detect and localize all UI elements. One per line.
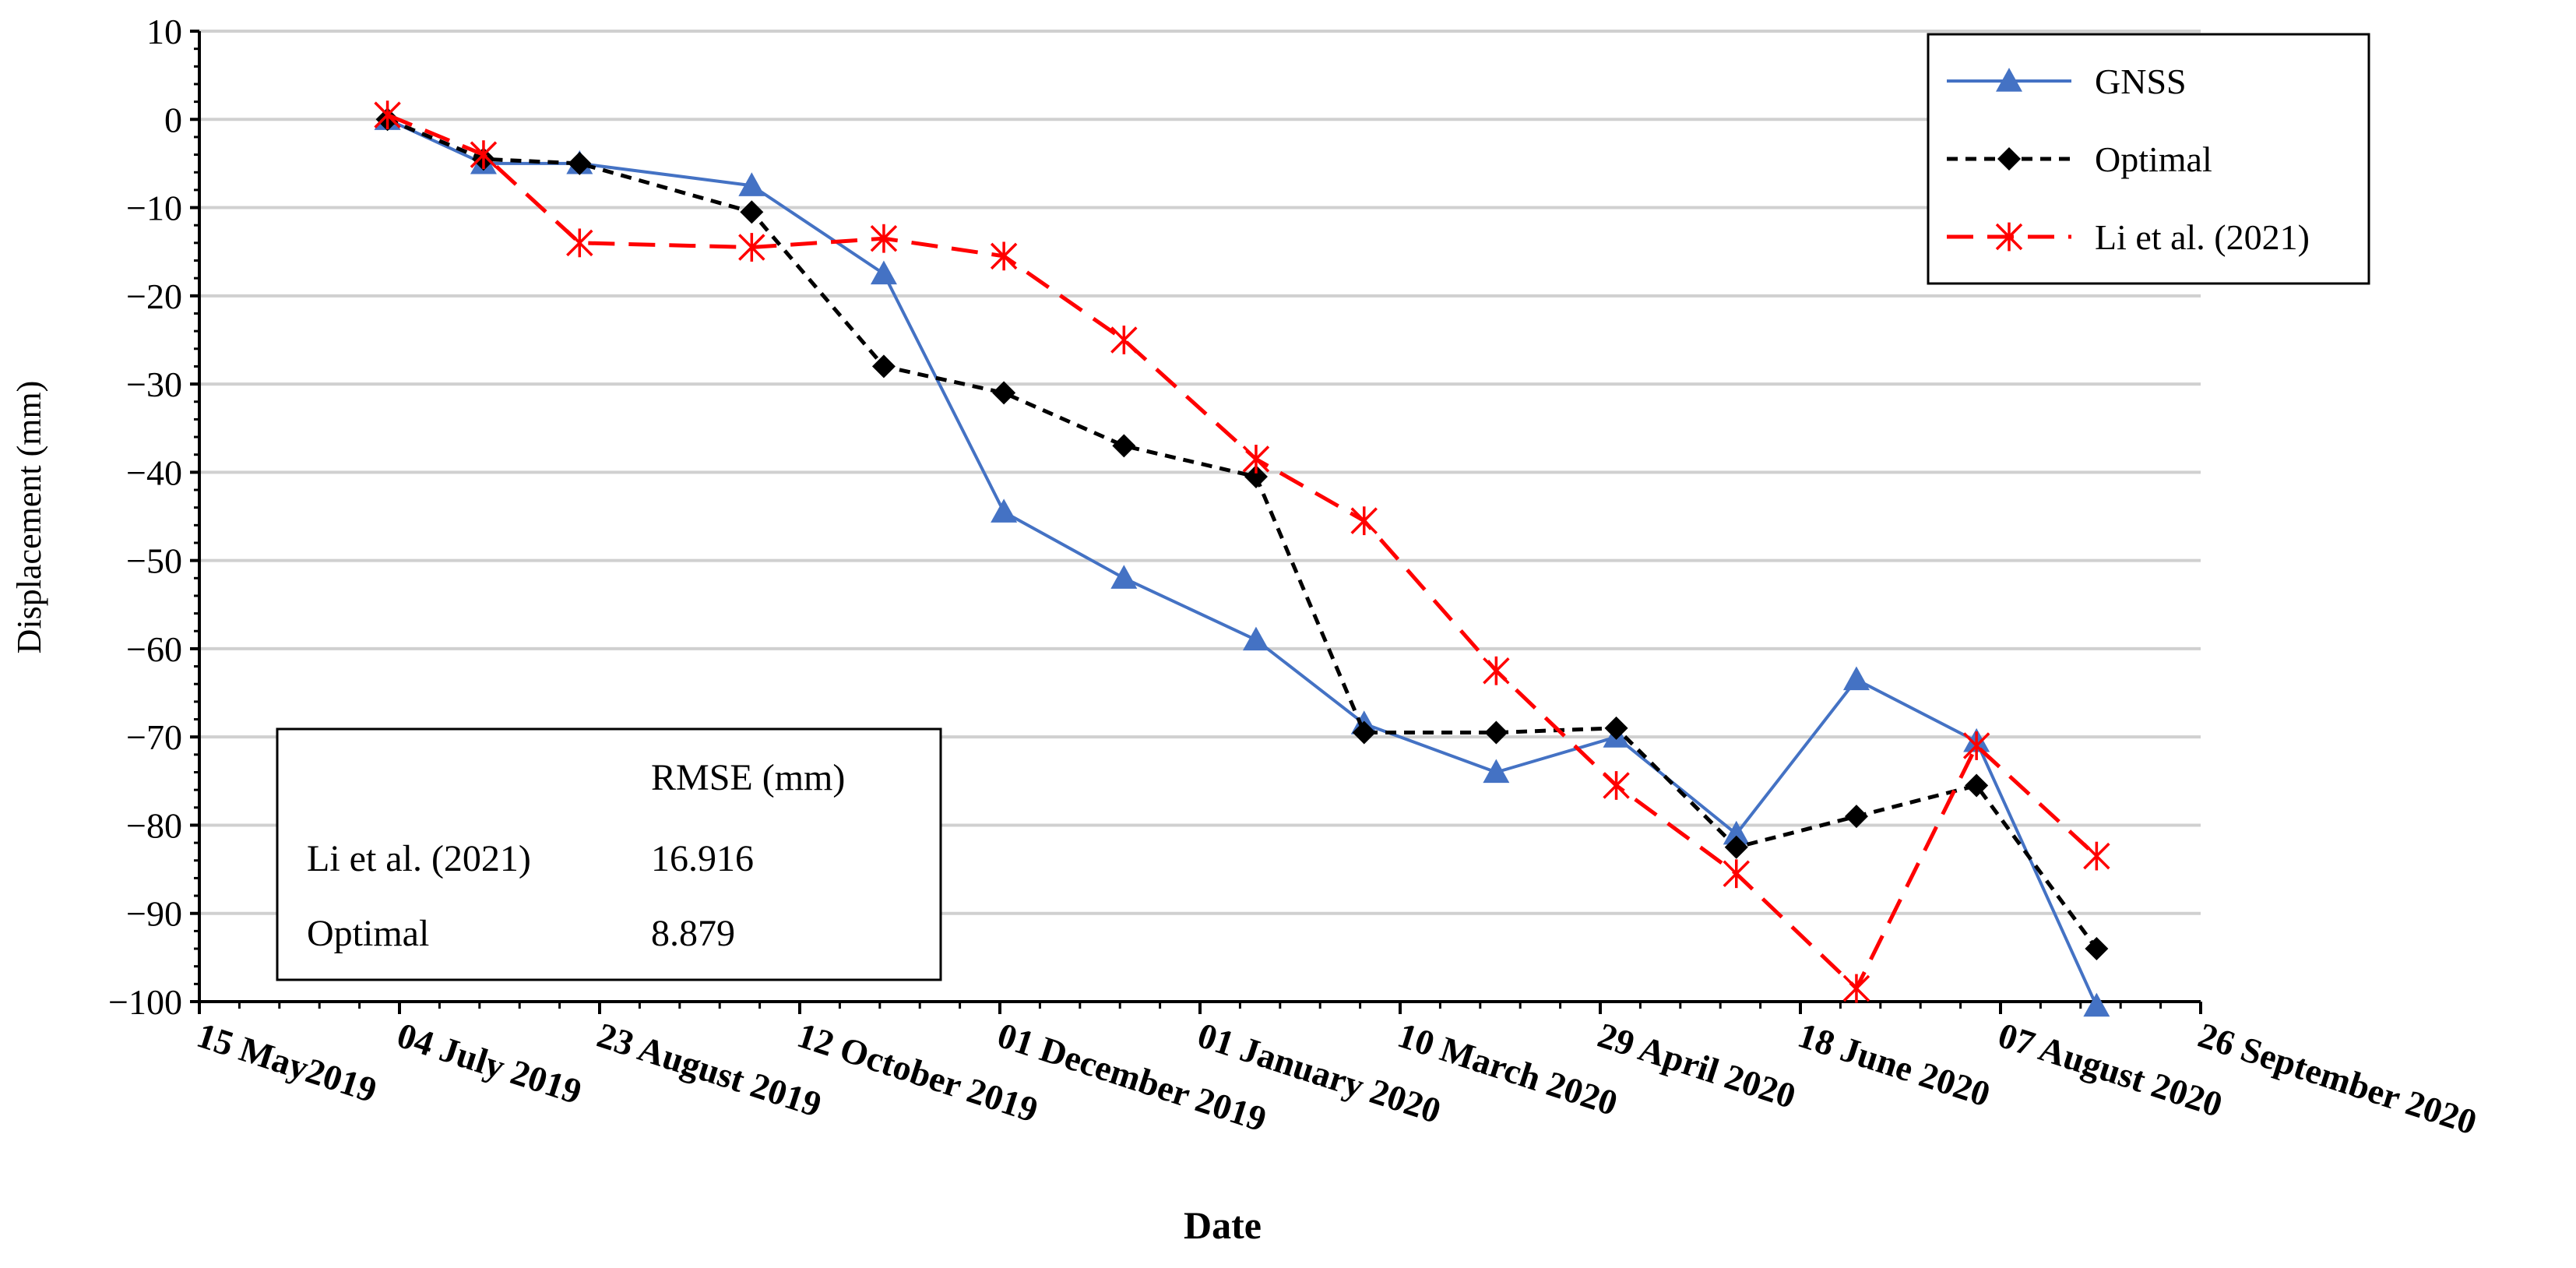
x-tick-label: 29 April 2020 — [1593, 1015, 1800, 1116]
rmse-row-optimal-label: Optimal — [307, 913, 429, 954]
point-li2021 — [738, 233, 765, 262]
x-tick-label: 23 August 2019 — [593, 1015, 826, 1125]
y-tick-label: −60 — [126, 629, 182, 669]
x-tick-label: 15 May2019 — [192, 1015, 382, 1110]
point-optimal — [1112, 434, 1136, 458]
x-tick-label: 04 July 2019 — [392, 1015, 586, 1111]
x-tick-label: 07 August 2020 — [1994, 1015, 2227, 1125]
point-li2021 — [1350, 506, 1378, 536]
rmse-row-optimal-value: 8.879 — [651, 913, 735, 954]
point-optimal — [1244, 465, 1268, 489]
x-tick-label: 18 June 2020 — [1793, 1015, 1995, 1114]
legend-item-gnss: GNSS — [1947, 62, 2187, 101]
rmse-table-box — [276, 727, 942, 981]
y-tick-label: −100 — [108, 982, 182, 1022]
rmse-header: RMSE (mm) — [651, 757, 845, 798]
y-axis-label: Displacement (mm) — [10, 381, 48, 654]
point-gnss — [1483, 759, 1510, 784]
point-li2021 — [1603, 771, 1630, 800]
point-li2021 — [1842, 974, 1870, 1003]
x-tick-label: 26 September 2020 — [2194, 1015, 2482, 1143]
data-series — [374, 100, 2110, 1017]
point-optimal — [568, 151, 592, 175]
rmse-row-li-label: Li et al. (2021) — [307, 838, 531, 879]
point-optimal — [1724, 835, 1748, 859]
point-gnss — [2083, 992, 2110, 1017]
y-tick-label: 0 — [164, 100, 182, 139]
point-li2021 — [2083, 841, 2110, 871]
rmse-row-li-value: 16.916 — [651, 838, 754, 879]
y-tick-label: −40 — [126, 453, 182, 492]
point-li2021 — [1110, 326, 1138, 354]
legend-label-li2021: Li et al. (2021) — [2095, 217, 2310, 257]
point-optimal — [740, 200, 764, 224]
legend-marker-optimal — [1997, 147, 2021, 171]
x-axis-label: Date — [1184, 1203, 1262, 1247]
series-gnss — [374, 106, 2110, 1017]
point-li2021 — [990, 241, 1018, 271]
point-li2021 — [1242, 444, 1270, 474]
legend-item-li2021: Li et al. (2021) — [1947, 217, 2310, 257]
point-li2021 — [374, 100, 401, 130]
point-optimal — [1352, 720, 1376, 745]
point-li2021 — [1962, 731, 1990, 760]
point-gnss — [991, 498, 1018, 523]
point-gnss — [1242, 626, 1269, 651]
y-tick-label: −80 — [126, 805, 182, 845]
point-optimal — [1844, 805, 1868, 829]
point-gnss — [870, 260, 897, 285]
rmse-table: RMSE (mm) Li et al. (2021) 16.916 Optima… — [276, 727, 942, 981]
point-gnss — [1723, 820, 1750, 845]
legend-label-gnss: GNSS — [2095, 62, 2187, 101]
y-tick-label: −90 — [126, 894, 182, 934]
point-optimal — [1965, 773, 1989, 798]
point-li2021 — [566, 228, 593, 258]
point-optimal — [1604, 716, 1628, 740]
legend-item-optimal: Optimal — [1947, 139, 2212, 179]
y-tick-label: −20 — [126, 276, 182, 316]
y-tick-label: −10 — [126, 188, 182, 228]
point-optimal — [2085, 937, 2109, 961]
point-li2021 — [1483, 656, 1510, 685]
series-li2021 — [374, 100, 2110, 1003]
point-gnss — [738, 172, 765, 196]
y-axis-ticks: 10 0 −10 −20 −30 −40 −50 −60 −70 −80 −90 −100 — [108, 12, 199, 1022]
point-li2021 — [470, 140, 498, 169]
point-optimal — [871, 354, 896, 379]
point-optimal — [992, 381, 1016, 405]
point-gnss — [1110, 565, 1138, 589]
point-optimal — [1484, 720, 1508, 745]
y-tick-label: −30 — [126, 365, 182, 404]
legend-marker-gnss — [1996, 68, 2022, 92]
y-tick-label: −50 — [126, 541, 182, 581]
point-li2021 — [870, 224, 898, 253]
y-tick-label: −70 — [126, 717, 182, 757]
legend: GNSS Optimal Li et al. (2021) — [1927, 33, 2370, 285]
point-gnss — [1842, 666, 1870, 691]
y-tick-label: 10 — [146, 12, 182, 51]
legend-marker-li2021 — [1995, 222, 2023, 252]
legend-label-optimal: Optimal — [2095, 139, 2212, 179]
point-li2021 — [1723, 859, 1750, 889]
